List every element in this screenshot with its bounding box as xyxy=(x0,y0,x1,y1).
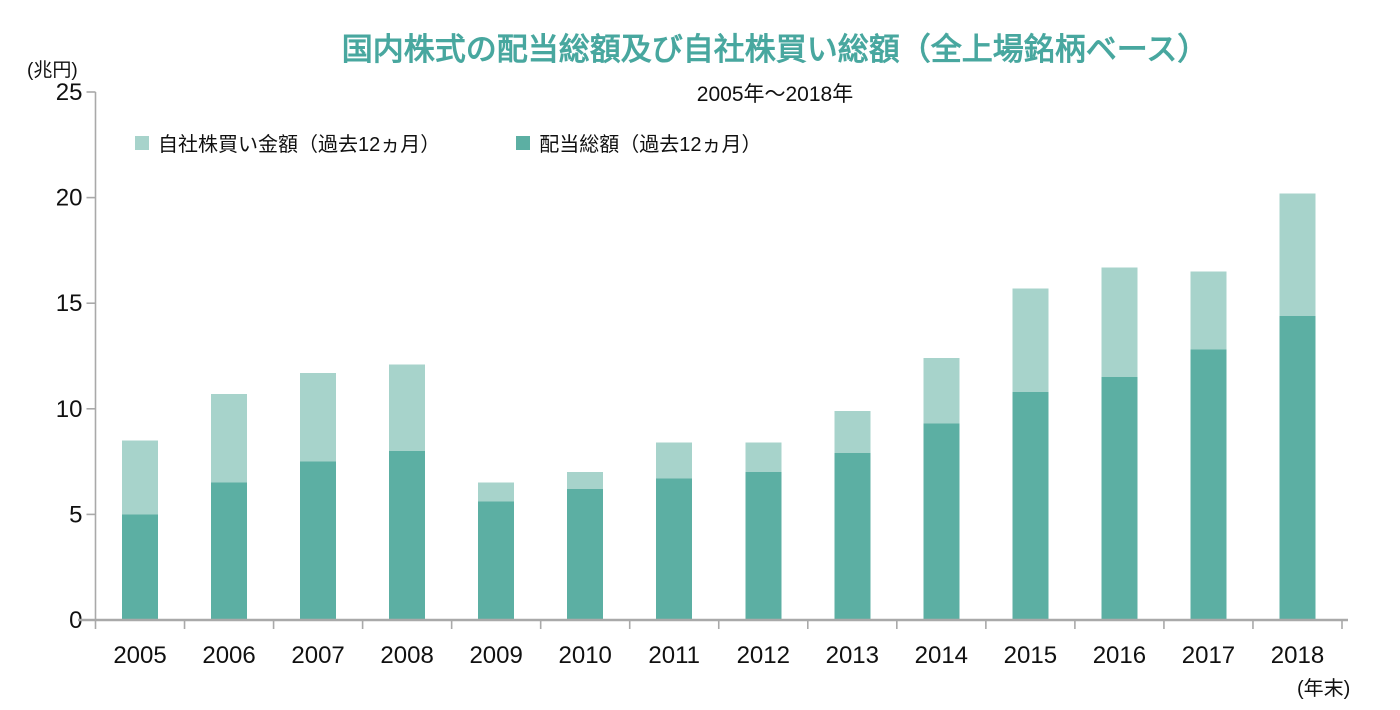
bar-segment-buyback-2014 xyxy=(923,358,960,424)
bar-segment-buyback-2012 xyxy=(745,442,782,473)
x-tick-label-2015: 2015 xyxy=(1004,642,1057,669)
bar-segment-buyback-2013 xyxy=(834,410,871,454)
legend-item-buyback: 自社株買い金額（過去12ヵ月） xyxy=(135,128,440,157)
x-axis-unit-label: (年末) xyxy=(1297,678,1351,700)
y-tick-label-10: 10 xyxy=(56,396,83,423)
legend-label-dividend: 配当総額（過去12ヵ月） xyxy=(539,134,762,156)
bar-segment-dividend-2013 xyxy=(834,453,871,620)
bar-segment-buyback-2015 xyxy=(1012,288,1049,392)
bar-segment-buyback-2005 xyxy=(122,440,158,515)
bar-segment-dividend-2008 xyxy=(389,451,426,620)
x-tick-label-2016: 2016 xyxy=(1093,642,1146,669)
bar-segment-dividend-2005 xyxy=(122,514,158,620)
y-tick-label-25: 25 xyxy=(56,79,83,106)
y-tick-label-15: 15 xyxy=(56,290,83,317)
legend-swatch-buyback-icon xyxy=(135,135,149,150)
x-tick-label-2007: 2007 xyxy=(291,642,344,669)
bar-segment-buyback-2018 xyxy=(1279,193,1316,316)
bar-segment-buyback-2009 xyxy=(478,482,515,502)
x-tick-label-2017: 2017 xyxy=(1182,642,1235,669)
x-tick-label-2005: 2005 xyxy=(113,642,166,669)
x-tick-label-2014: 2014 xyxy=(915,642,968,669)
bar-segment-dividend-2017 xyxy=(1190,349,1227,620)
x-tick-label-2010: 2010 xyxy=(559,642,612,669)
y-tick-label-5: 5 xyxy=(69,501,82,528)
y-tick-label-0: 0 xyxy=(69,607,82,634)
bar-segment-dividend-2014 xyxy=(923,423,960,620)
y-tick-label-20: 20 xyxy=(56,185,83,212)
bar-segment-dividend-2012 xyxy=(745,472,782,620)
bar-segment-dividend-2007 xyxy=(300,461,337,620)
bar-segment-buyback-2017 xyxy=(1190,271,1227,350)
legend: 自社株買い金額（過去12ヵ月） 配当総額（過去12ヵ月） xyxy=(135,128,762,157)
chart-subtitle: 2005年～2018年 xyxy=(696,83,854,106)
bar-segment-dividend-2018 xyxy=(1279,315,1316,620)
bar-segment-buyback-2006 xyxy=(211,394,248,483)
bar-segment-dividend-2016 xyxy=(1101,377,1138,620)
y-axis-unit-label: (兆円) xyxy=(27,60,78,81)
x-tick-label-2012: 2012 xyxy=(737,642,790,669)
x-tick-label-2011: 2011 xyxy=(648,642,700,669)
bar-segment-buyback-2011 xyxy=(656,442,693,479)
bar-segment-dividend-2011 xyxy=(656,478,693,620)
bar-segment-dividend-2009 xyxy=(478,501,515,620)
legend-swatch-dividend-icon xyxy=(516,135,531,150)
bar-segment-buyback-2010 xyxy=(567,472,604,490)
bar-segment-buyback-2007 xyxy=(300,372,337,462)
bar-segment-dividend-2010 xyxy=(567,489,604,620)
x-tick-label-2018: 2018 xyxy=(1271,642,1324,669)
x-tick-label-2013: 2013 xyxy=(826,642,879,669)
bar-segment-dividend-2006 xyxy=(211,482,248,620)
x-tick-label-2006: 2006 xyxy=(202,642,255,669)
bar-segment-buyback-2016 xyxy=(1101,267,1138,378)
chart-title: 国内株式の配当総額及び自社株買い総額（全上場銘柄ベース） xyxy=(341,32,1209,67)
x-tick-label-2009: 2009 xyxy=(469,642,522,669)
legend-label-buyback: 自社株買い金額（過去12ヵ月） xyxy=(158,134,441,156)
bar-segment-buyback-2008 xyxy=(389,364,426,451)
x-tick-label-2008: 2008 xyxy=(380,642,433,669)
bar-segment-dividend-2015 xyxy=(1012,391,1049,620)
legend-item-dividend: 配当総額（過去12ヵ月） xyxy=(516,128,762,157)
